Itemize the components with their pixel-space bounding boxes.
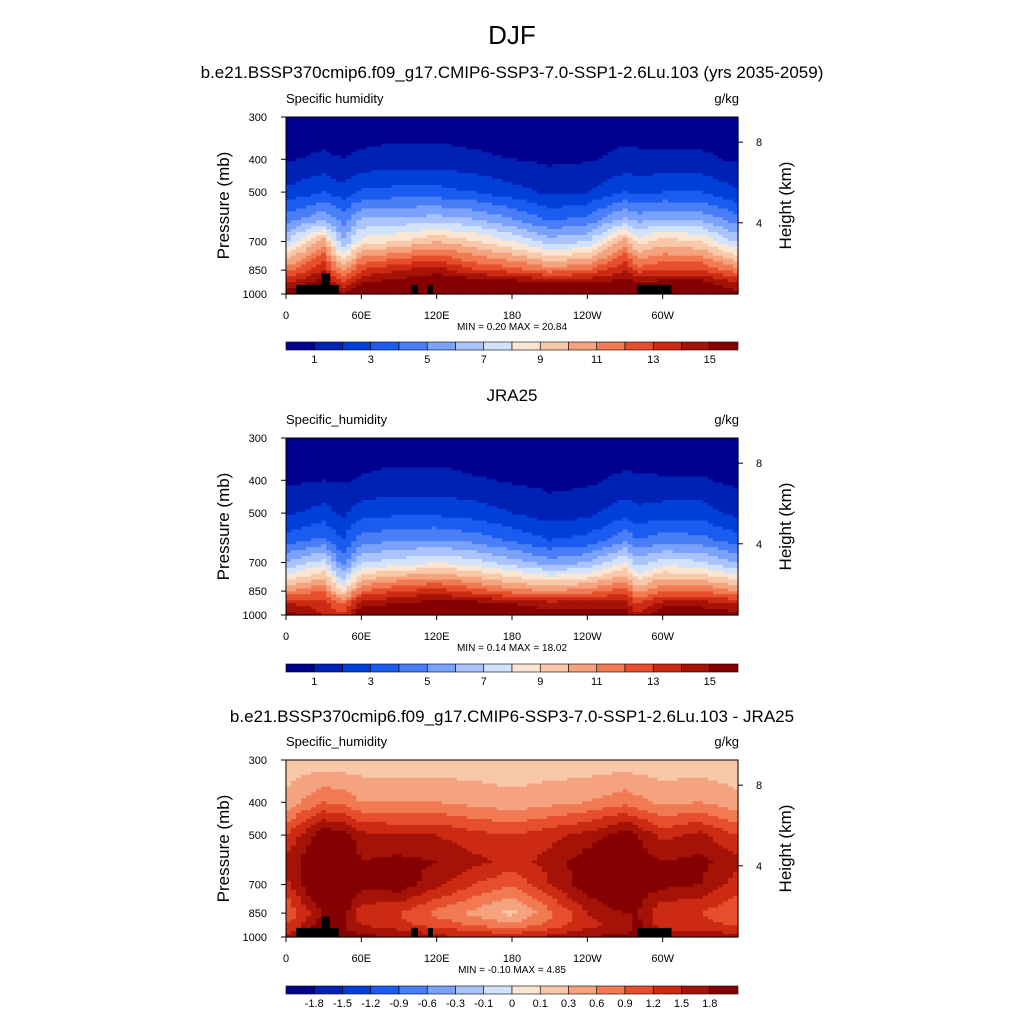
panel-1-field bbox=[286, 117, 739, 295]
